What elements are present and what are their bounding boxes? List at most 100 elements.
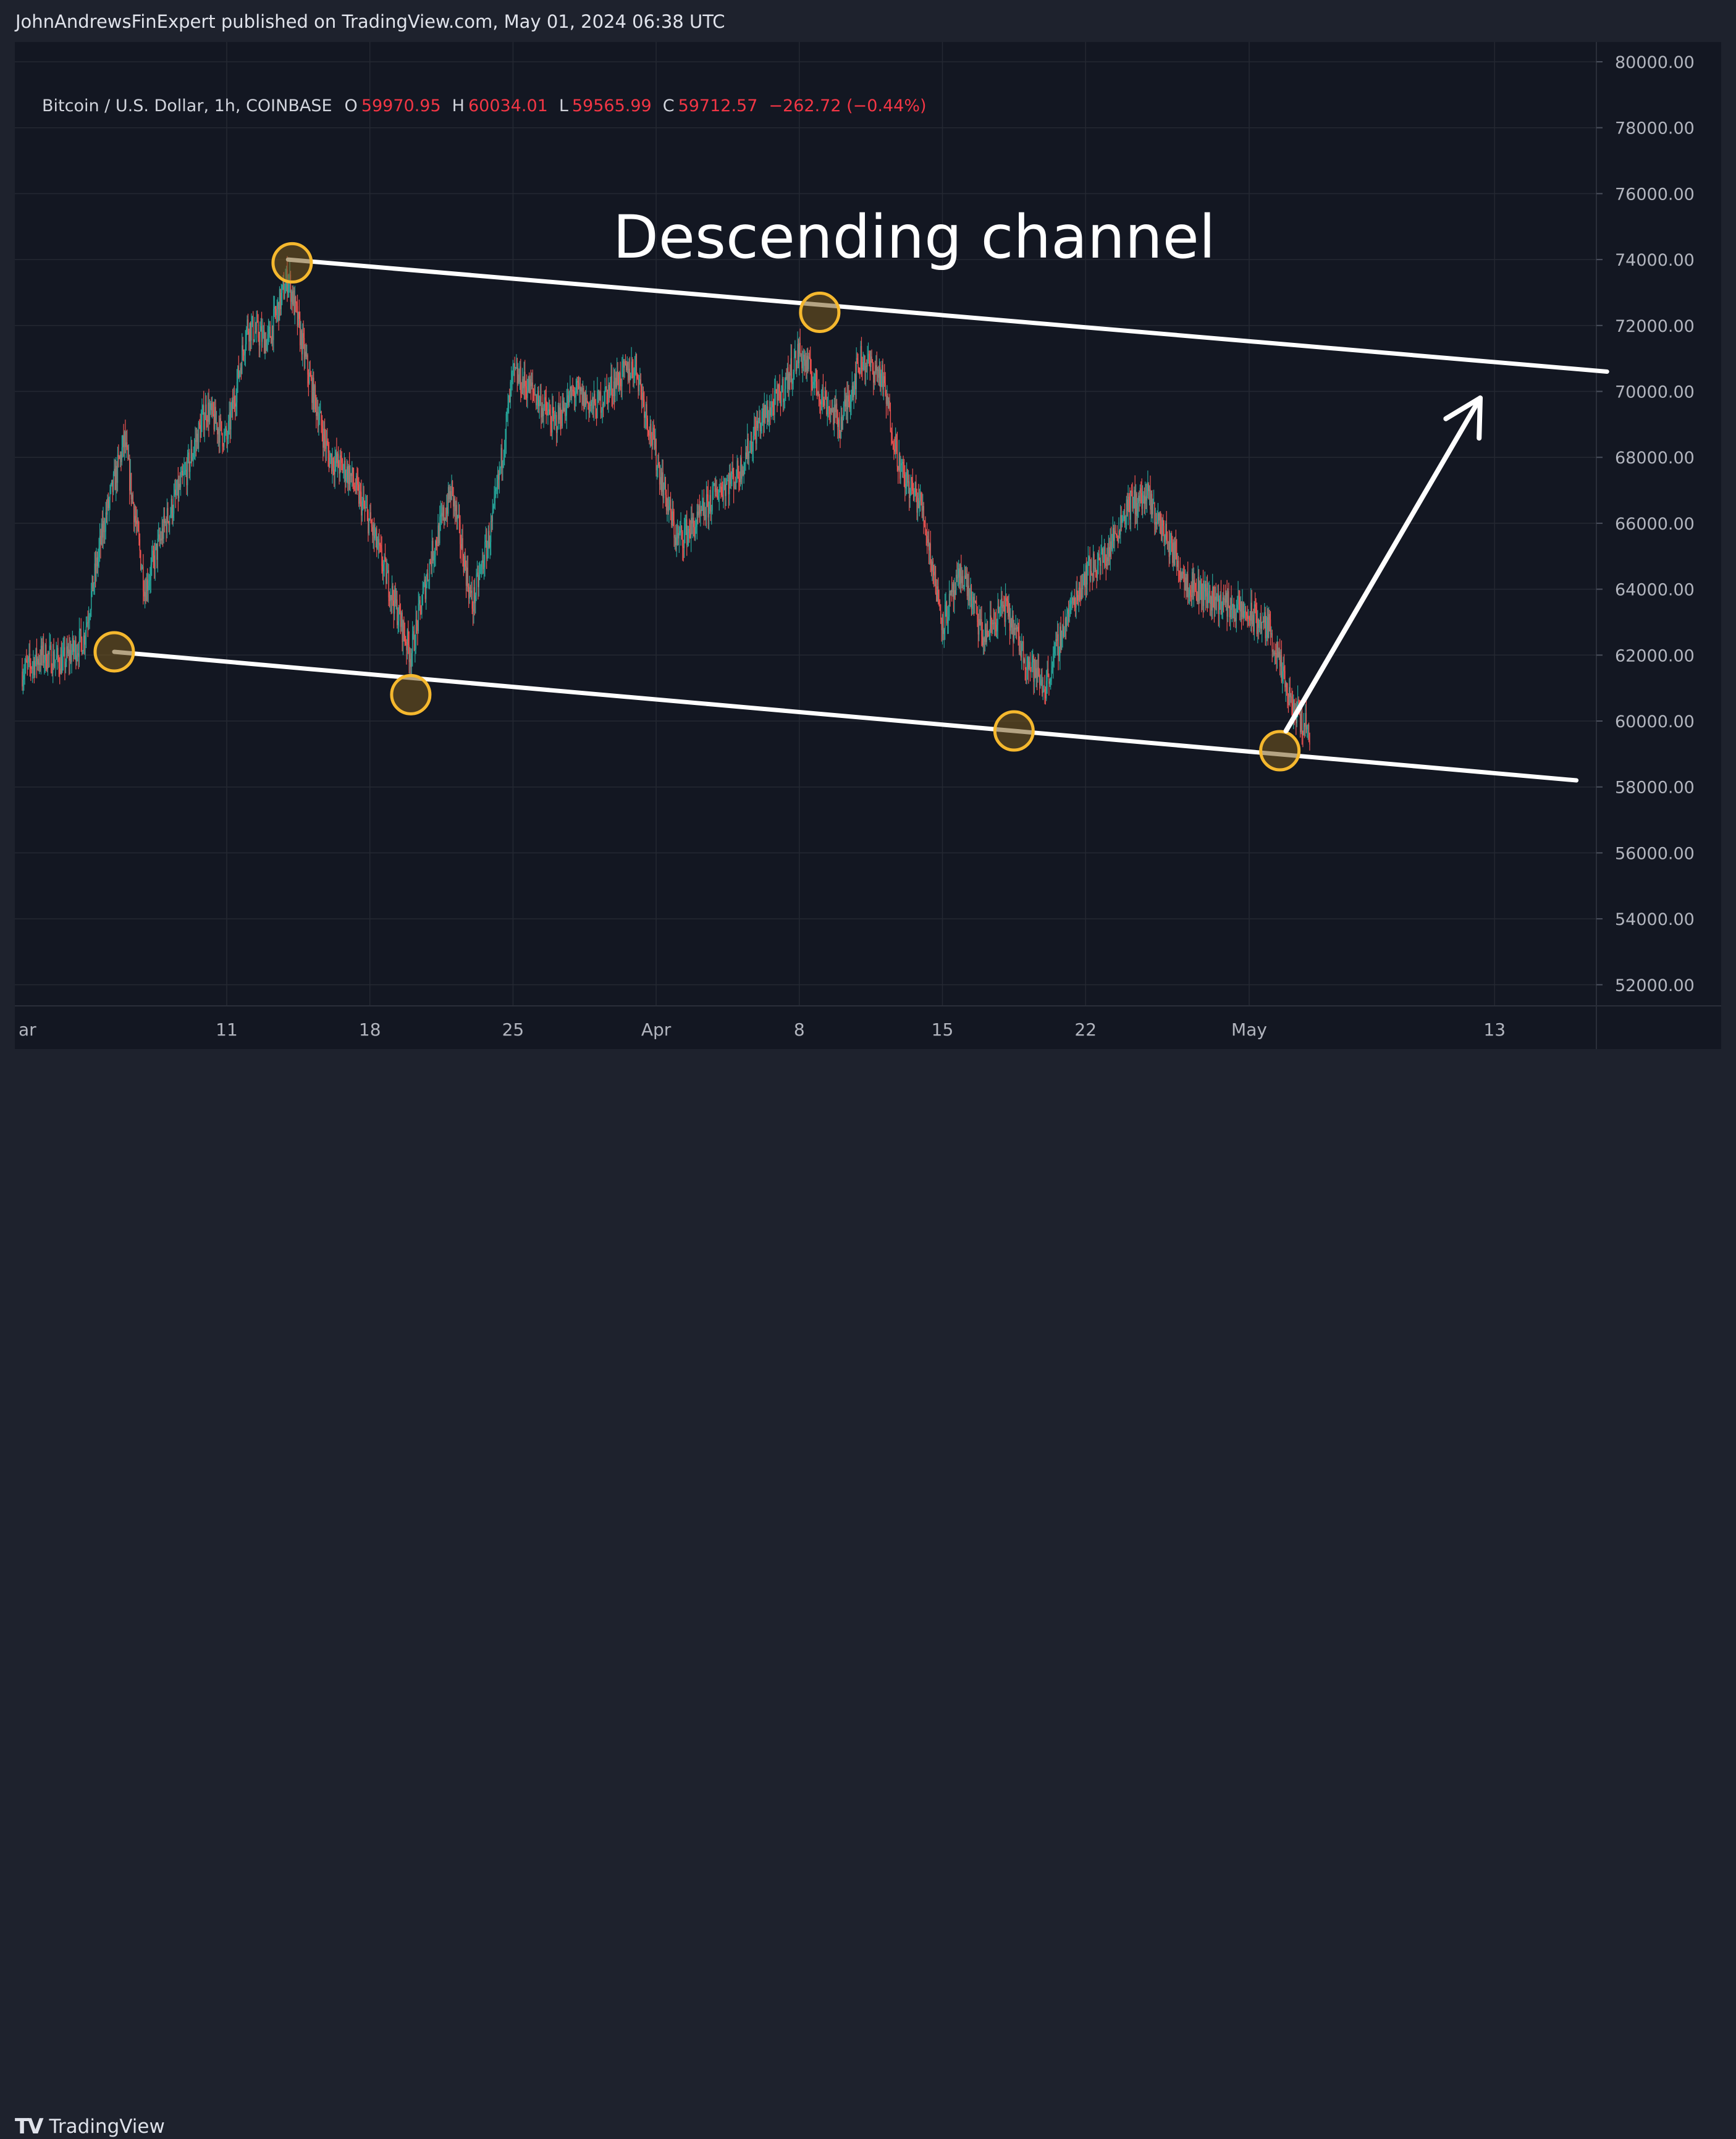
candle-body (109, 489, 111, 500)
candle-body (1218, 593, 1220, 614)
candle-body (259, 331, 261, 346)
candle-body (820, 400, 822, 405)
candle-body (965, 575, 966, 579)
candle-body (1205, 584, 1207, 597)
candle-body (844, 399, 845, 404)
candle-body (542, 408, 544, 416)
candle-body (203, 405, 204, 430)
candle-body (159, 538, 161, 541)
candle-body (381, 548, 382, 567)
candle-body (411, 653, 412, 667)
candle-body (659, 465, 660, 485)
candle-body (405, 641, 407, 644)
candle-body (500, 447, 502, 468)
candle-body (234, 397, 235, 404)
candle-body (836, 403, 838, 410)
candle-body (912, 491, 914, 500)
candle-body (1147, 484, 1148, 496)
candle-body (458, 514, 460, 520)
candle-body (885, 395, 887, 404)
candle-body (1037, 667, 1039, 678)
candle-body (1089, 557, 1090, 581)
candle-body (888, 400, 890, 408)
candle-body (106, 512, 107, 515)
candle-body (158, 534, 159, 539)
candle-body (461, 538, 463, 549)
candle-body (1250, 602, 1252, 621)
candle-body (1174, 541, 1176, 566)
candle-body (940, 610, 942, 620)
candle-body (350, 473, 352, 476)
candle-body (579, 386, 581, 392)
candle-body (455, 505, 457, 512)
candle-body (319, 413, 321, 420)
candle-body (508, 395, 510, 405)
candle-body (826, 397, 827, 415)
candle-body (471, 590, 473, 609)
candle-body (274, 306, 275, 309)
candle-body (122, 436, 124, 447)
candle-body (871, 356, 872, 361)
candle-body (987, 630, 988, 633)
candle-body (187, 454, 188, 486)
candle-body (1150, 494, 1152, 510)
candle-body (584, 392, 585, 410)
candle-body (827, 407, 828, 415)
candle-body (395, 599, 397, 604)
candle-body (295, 297, 297, 303)
annotation-title[interactable]: Descending channel (613, 203, 1216, 272)
candle-body (475, 595, 476, 604)
candle-body (1239, 597, 1241, 612)
candle-body (214, 407, 216, 430)
candle-body (417, 622, 418, 631)
candle-body (186, 470, 187, 486)
symbol-legend: Bitcoin / U.S. Dollar, 1h, COINBASE O 5997… (42, 96, 930, 116)
candle-body (255, 331, 256, 332)
candle-body (145, 592, 146, 601)
candle-body (88, 620, 90, 623)
price-chart[interactable]: 80000.00 78000.00 76000.00 74000.00 72000.00… (15, 42, 1721, 1049)
candle-body (810, 358, 811, 373)
candle-body (819, 396, 820, 402)
candle-body (584, 392, 586, 405)
time-tick-label: May (1231, 1019, 1267, 1040)
candle-body (1051, 666, 1053, 670)
candle-body (1263, 620, 1265, 623)
candle-body (709, 495, 710, 502)
candle-body (803, 354, 804, 361)
candle-body (26, 659, 27, 662)
candle-body (502, 460, 504, 468)
candle-body (37, 659, 38, 665)
candle-body (1027, 657, 1029, 667)
candle-body (406, 643, 407, 651)
candle-body (1136, 493, 1137, 517)
tradingview-logo[interactable]: TV TradingView (15, 2114, 165, 2139)
candle-body (954, 590, 956, 595)
candle-body (363, 497, 364, 507)
candle-body (161, 528, 162, 541)
candle-body (403, 620, 405, 635)
candle-body (625, 361, 626, 365)
chart-pane[interactable]: 80000.00 78000.00 76000.00 74000.00 72000.00… (15, 42, 1721, 1049)
close-label: C (662, 96, 675, 116)
candle-body (720, 486, 722, 487)
candle-body (1211, 596, 1213, 611)
candle-body (563, 408, 565, 412)
candle-body (261, 326, 263, 342)
candle-body (1232, 604, 1234, 607)
candle-body (210, 403, 211, 410)
candle-body (228, 421, 229, 439)
candle-body (573, 390, 575, 392)
candle-body (1039, 676, 1040, 685)
candle-body (974, 601, 975, 602)
candle-body (86, 622, 88, 627)
candle-body (335, 452, 337, 461)
candle-body (665, 476, 666, 496)
candle-body (734, 482, 735, 489)
candle-body (653, 428, 654, 436)
candle-body (174, 489, 175, 496)
candle-body (206, 419, 208, 422)
candle-body (554, 415, 555, 420)
candle-body (469, 587, 470, 599)
candle-body (1028, 657, 1029, 670)
